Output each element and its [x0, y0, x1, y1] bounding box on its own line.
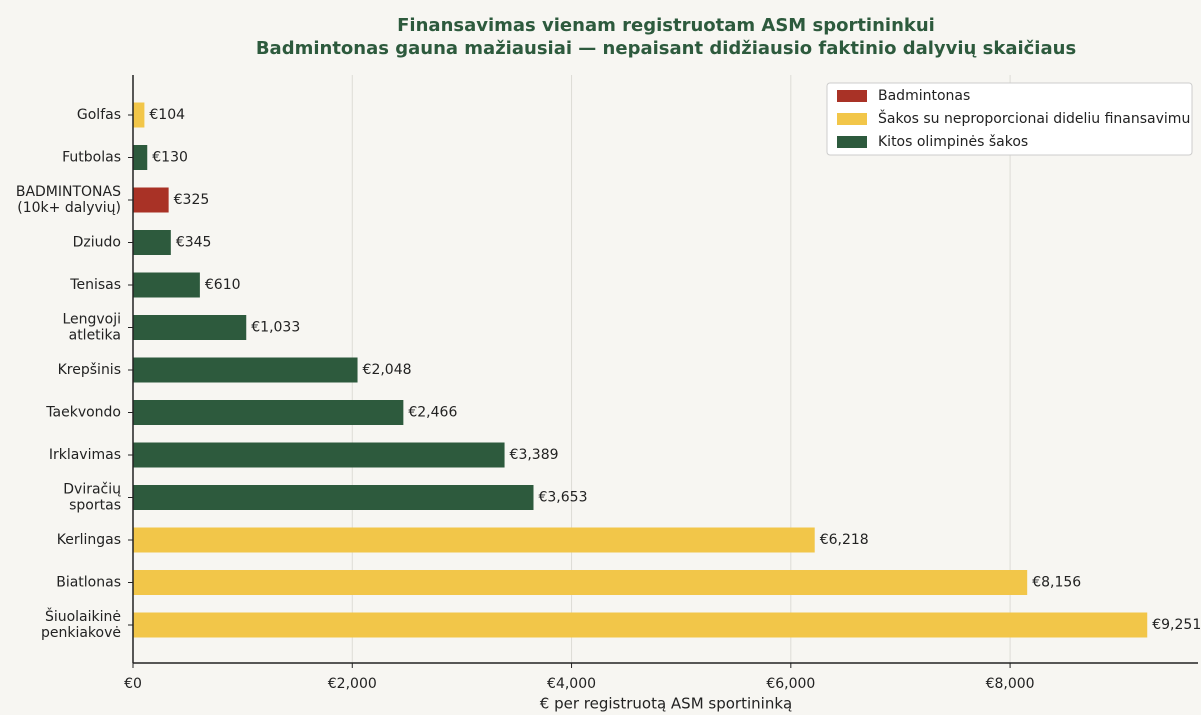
legend-swatch: [837, 136, 867, 148]
legend-box: [826, 82, 1193, 156]
y-tick-label: Krepšinis: [58, 362, 121, 378]
y-tick-label: Futbolas: [62, 150, 121, 166]
bar: [133, 570, 1028, 595]
x-tick-label: €4,000: [547, 676, 596, 692]
value-label: €1,033: [251, 320, 300, 336]
value-label: €8,156: [1032, 575, 1081, 591]
value-label: €9,251: [1152, 617, 1201, 633]
bar: [133, 612, 1148, 638]
legend-label: Kitos olimpinės šakos: [878, 134, 1028, 150]
chart-title: Finansavimas vienam registruotam ASM spo…: [397, 15, 935, 36]
y-tick-label: BADMINTONAS (10k+ dalyvių): [16, 184, 121, 216]
bar: [133, 272, 200, 298]
legend-label: Badmintonas: [878, 88, 970, 104]
bar: [133, 357, 358, 383]
value-label: €2,466: [408, 405, 457, 421]
bar: [133, 102, 145, 128]
y-tick-label: Lengvoji atletika: [62, 312, 121, 344]
bar: [133, 442, 505, 468]
x-tick-label: €8,000: [986, 676, 1035, 692]
x-tick-label: €6,000: [766, 676, 815, 692]
y-tick-label: Taekvondo: [45, 405, 121, 421]
value-label: €3,389: [510, 447, 559, 463]
legend-label: Šakos su neproporcionai dideliu finansav…: [878, 109, 1190, 127]
bar: [133, 527, 815, 553]
bar: [133, 145, 148, 170]
value-label: €3,653: [538, 490, 587, 506]
value-label: €104: [149, 107, 185, 123]
value-label: €325: [174, 192, 210, 208]
x-tick-label: €2,000: [328, 676, 377, 692]
value-label: €130: [152, 150, 188, 166]
legend-swatch: [837, 113, 867, 125]
legend-swatch: [837, 90, 867, 102]
y-tick-label: Šiuolaikinė penkiakovė: [41, 607, 121, 641]
y-tick-label: Dziudo: [73, 235, 121, 251]
y-tick-label: Dviračių sportas: [63, 482, 121, 514]
x-tick-label: €0: [124, 676, 142, 692]
value-label: €2,048: [363, 362, 412, 378]
y-tick-label: Biatlonas: [56, 575, 121, 591]
bar: [133, 400, 404, 425]
y-tick-label: Tenisas: [69, 277, 121, 293]
x-axis-label: € per registruotą ASM sportininką: [540, 695, 792, 713]
y-tick-label: Irklavimas: [49, 447, 121, 463]
chart-subtitle: Badmintonas gauna mažiausiai — nepaisant…: [256, 38, 1076, 59]
bar: [133, 230, 171, 255]
bar: [133, 187, 169, 213]
value-label: €6,218: [820, 532, 869, 548]
bar: [133, 485, 534, 510]
y-tick-label: Golfas: [77, 107, 121, 123]
y-tick-label: Kerlingas: [57, 532, 121, 548]
value-label: €610: [205, 277, 241, 293]
value-label: €345: [176, 235, 212, 251]
bar: [133, 315, 247, 340]
